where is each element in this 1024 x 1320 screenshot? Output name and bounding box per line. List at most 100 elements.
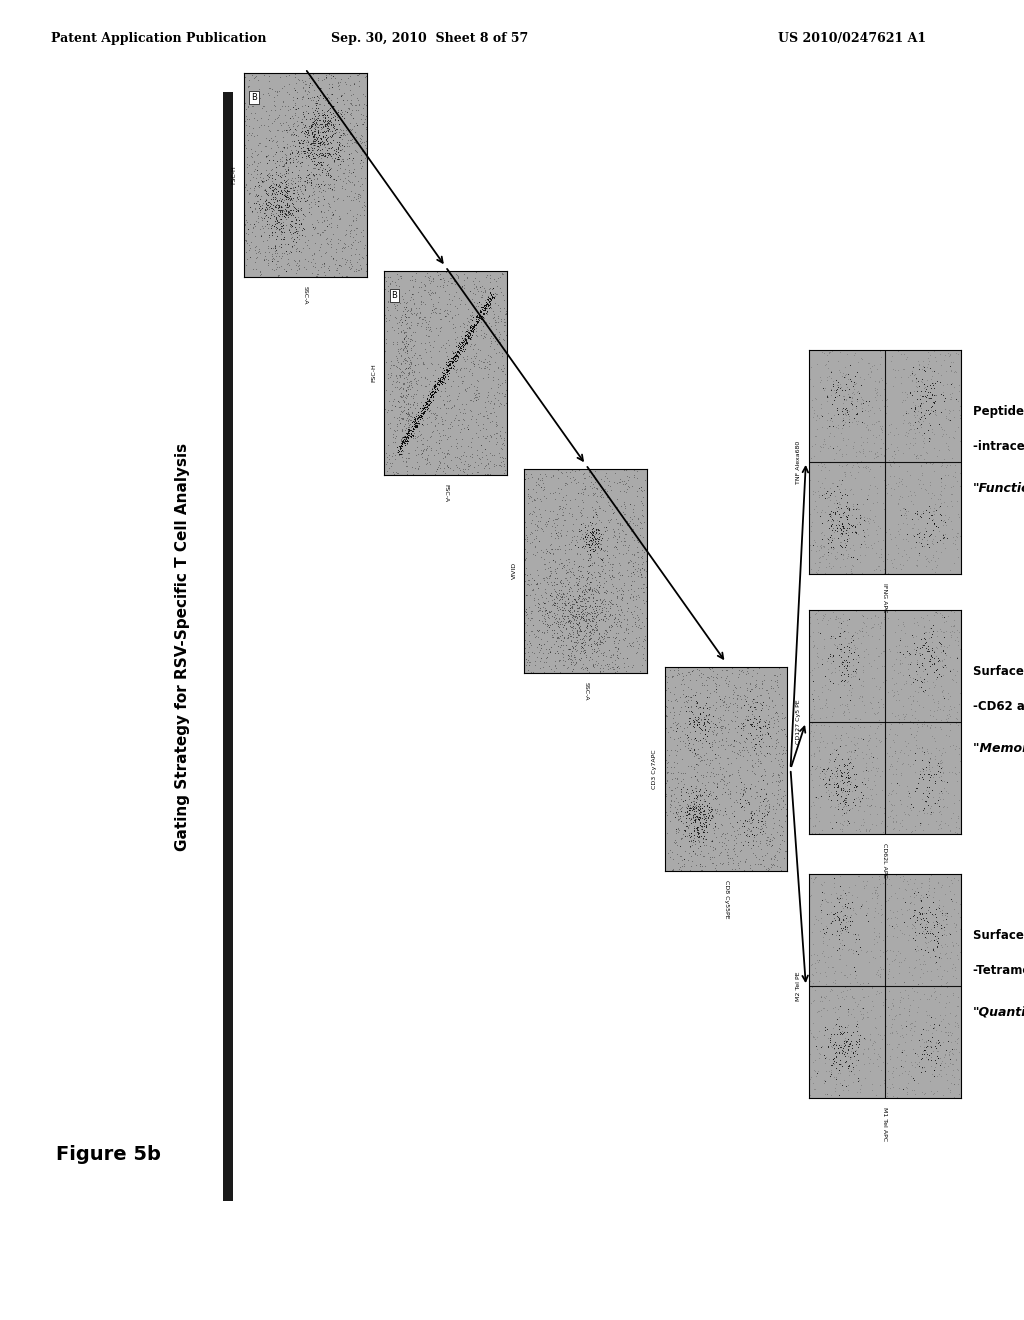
Point	[455, 409, 471, 430]
Point	[608, 498, 625, 519]
Point	[935, 763, 951, 784]
Point	[447, 273, 464, 294]
Point	[319, 174, 336, 195]
Point	[564, 618, 581, 639]
Point	[333, 140, 349, 161]
Point	[925, 892, 941, 913]
Point	[886, 917, 902, 939]
Point	[913, 653, 930, 675]
Point	[416, 440, 432, 461]
Point	[523, 603, 540, 624]
Point	[833, 1036, 849, 1057]
Point	[251, 240, 267, 261]
Point	[903, 363, 920, 384]
Point	[848, 941, 864, 962]
Point	[590, 554, 606, 576]
Point	[473, 358, 489, 379]
Point	[486, 310, 503, 331]
Point	[912, 812, 929, 833]
Point	[920, 787, 936, 808]
Point	[842, 715, 858, 737]
Point	[719, 772, 735, 793]
Point	[464, 319, 480, 341]
Point	[868, 445, 885, 466]
Point	[941, 426, 957, 447]
Point	[287, 216, 303, 238]
Point	[407, 321, 423, 342]
Point	[294, 183, 310, 205]
Point	[880, 888, 896, 909]
Point	[401, 351, 418, 372]
Point	[258, 147, 274, 168]
Point	[548, 657, 564, 678]
Point	[823, 537, 840, 558]
Point	[827, 504, 844, 525]
Point	[813, 714, 829, 735]
Point	[913, 403, 930, 424]
Point	[282, 119, 298, 140]
Point	[377, 305, 393, 326]
Point	[312, 143, 329, 164]
Point	[318, 115, 335, 136]
Point	[687, 743, 703, 764]
Point	[840, 1014, 856, 1035]
Point	[529, 560, 546, 581]
Point	[548, 585, 564, 606]
Point	[356, 66, 373, 87]
Point	[824, 374, 841, 395]
Point	[690, 771, 707, 792]
Point	[391, 445, 408, 466]
Point	[319, 117, 336, 139]
Point	[914, 392, 931, 413]
Point	[536, 612, 552, 634]
Point	[858, 874, 874, 895]
Point	[841, 412, 857, 433]
Point	[327, 108, 343, 129]
Point	[815, 998, 831, 1019]
Point	[852, 936, 868, 957]
Point	[456, 348, 472, 370]
Point	[942, 659, 958, 680]
Point	[561, 503, 578, 524]
Point	[572, 620, 589, 642]
Point	[833, 764, 849, 785]
Point	[311, 127, 328, 148]
Point	[837, 789, 853, 810]
Point	[586, 520, 602, 541]
Point	[395, 350, 412, 371]
Point	[398, 384, 415, 405]
Point	[806, 824, 822, 845]
Point	[933, 541, 949, 562]
Point	[281, 168, 297, 189]
Point	[282, 189, 298, 210]
Point	[485, 392, 502, 413]
Point	[924, 533, 940, 554]
Point	[247, 224, 263, 246]
Point	[924, 421, 940, 442]
Point	[358, 147, 375, 168]
Point	[384, 284, 400, 305]
Point	[398, 296, 415, 317]
Point	[309, 168, 326, 189]
Point	[582, 586, 598, 607]
Point	[349, 87, 366, 108]
Point	[831, 1006, 848, 1027]
Point	[312, 133, 329, 154]
Point	[300, 230, 316, 251]
Point	[593, 512, 609, 533]
Point	[314, 145, 331, 166]
Point	[305, 111, 322, 132]
Point	[565, 605, 582, 626]
Point	[549, 610, 565, 631]
Point	[696, 814, 713, 836]
Point	[429, 292, 445, 313]
Point	[700, 796, 717, 817]
Point	[914, 1040, 931, 1061]
Point	[760, 698, 776, 719]
Point	[914, 916, 931, 937]
Point	[658, 770, 675, 791]
Point	[830, 1060, 847, 1081]
Text: Gating Strategy for RSV-Specific T Cell Analysis: Gating Strategy for RSV-Specific T Cell …	[175, 442, 189, 851]
Point	[668, 801, 684, 822]
Point	[915, 763, 932, 784]
